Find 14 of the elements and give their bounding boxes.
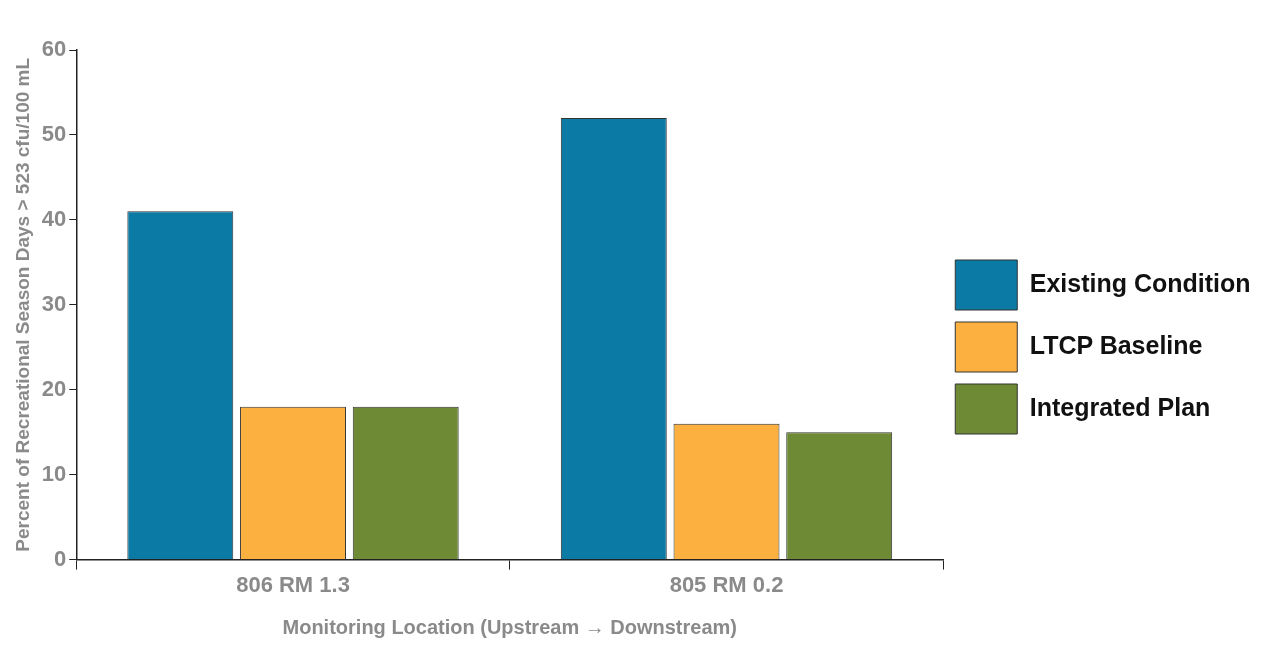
y-tick-label: 30 bbox=[41, 290, 67, 316]
legend-label: Existing Condition bbox=[1029, 268, 1251, 297]
x-axis-title: Monitoring Location (Upstream → Downstream) bbox=[282, 615, 737, 638]
y-axis-title: Percent of Recreational Season Days > 523 cfu/100 mL bbox=[11, 57, 33, 552]
y-tick-label: 10 bbox=[41, 460, 67, 486]
x-tick-label: 806 RM 1.3 bbox=[236, 571, 350, 597]
y-tick-label: 0 bbox=[54, 545, 67, 571]
y-tick-label: 60 bbox=[41, 36, 67, 62]
y-tick-label: 40 bbox=[41, 205, 67, 231]
y-tick-label: 20 bbox=[41, 375, 67, 401]
y-tick-label: 50 bbox=[41, 121, 67, 146]
legend-label: LTCP Baseline bbox=[1029, 330, 1203, 359]
x-tick-label: 805 RM 0.2 bbox=[669, 571, 784, 597]
legend-label: Integrated Plan bbox=[1029, 392, 1211, 421]
